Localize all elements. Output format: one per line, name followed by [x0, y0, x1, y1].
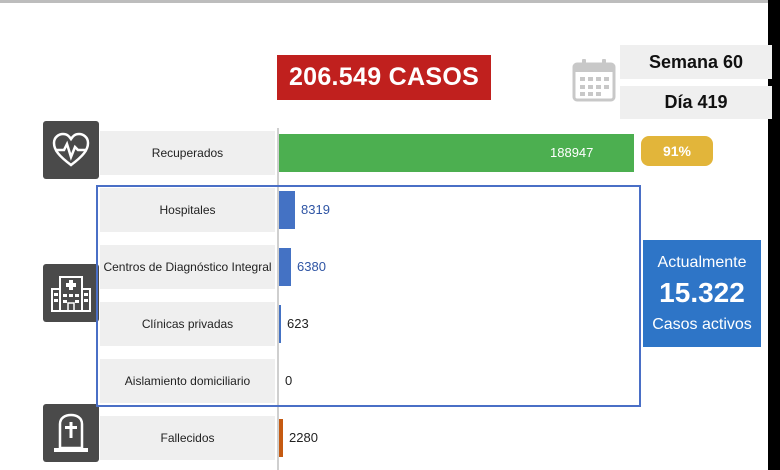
bar-recuperados: [279, 134, 634, 172]
value-label-recuperados: 188947: [550, 145, 594, 160]
category-label-cdi: Centros de Diagnóstico Integral: [100, 245, 275, 289]
heart-pulse-icon: [52, 132, 90, 167]
category-label-hospitales: Hospitales: [100, 188, 275, 232]
week-label: Semana 60: [620, 45, 772, 79]
value-label-cdi: 6380: [297, 259, 326, 274]
active-cases-number: 15.322: [659, 276, 745, 308]
top-border: [0, 0, 768, 3]
category-label-aislamiento: Aislamiento domiciliario: [100, 359, 275, 403]
value-label-hospitales: 8319: [301, 202, 330, 217]
value-label-fallecidos: 2280: [289, 430, 318, 445]
category-label-fallecidos: Fallecidos: [100, 416, 275, 460]
recovered-percentage-badge: 91%: [641, 136, 713, 166]
value-label-aislamiento: 0: [285, 373, 293, 388]
total-cases-banner: 206.549 CASOS: [277, 55, 491, 100]
bar-fallecidos: [279, 419, 283, 457]
bar-cdi: [279, 248, 291, 286]
chart-axis: [277, 128, 279, 470]
bar-hospitales: [279, 191, 295, 229]
active-cases-bottom-label: Casos activos: [652, 315, 752, 333]
active-cases-box: Actualmente 15.322 Casos activos: [643, 240, 761, 347]
value-label-clinicas: 623: [287, 316, 309, 331]
category-label-recuperados: Recuperados: [100, 131, 275, 175]
bar-clinicas: [279, 305, 281, 343]
active-cases-top-label: Actualmente: [657, 253, 747, 271]
day-label: Día 419: [620, 86, 772, 119]
recovered-tile: [43, 121, 99, 179]
hospital-tile: [43, 264, 99, 322]
tombstone-icon: [54, 413, 88, 452]
calendar-icon: [572, 59, 616, 102]
active-cases-group-frame: [96, 185, 641, 407]
hospital-icon: [51, 276, 91, 312]
category-label-clinicas: Clínicas privadas: [100, 302, 275, 346]
deceased-tile: [43, 404, 99, 462]
